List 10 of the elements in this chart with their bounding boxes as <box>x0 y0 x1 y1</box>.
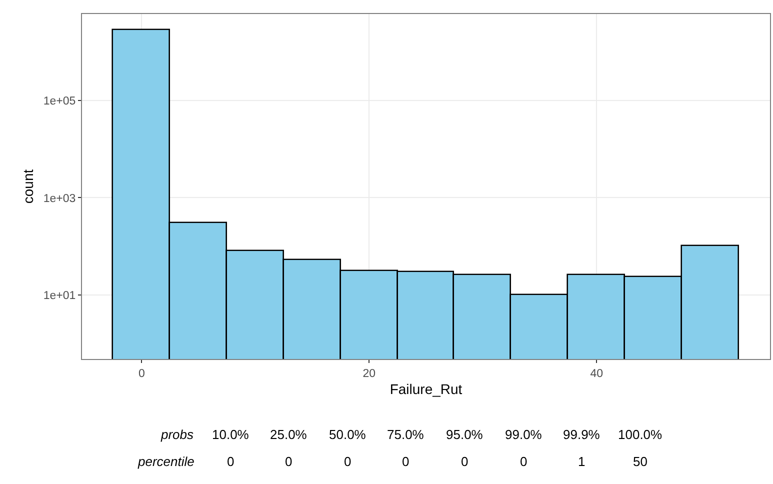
y-axis-title: count <box>20 169 36 204</box>
text: probs 10.0% 25.0% 50.0% 75.0% 95.0% 99.0% 99.9% 100.0% <box>161 427 662 442</box>
x-tick-label: 20 <box>362 368 376 380</box>
y-tick-label: 1e+03 <box>43 192 76 205</box>
text: percentile 0 0 0 0 0 0 1 50 <box>138 454 648 469</box>
x-tick-label: 0 <box>138 368 145 380</box>
x-tick-label: 40 <box>590 368 603 380</box>
y-tick-label: 1e+01 <box>43 290 76 302</box>
x-axis-title: Failure_Rut <box>390 381 462 398</box>
y-tick-label: 1e+05 <box>43 95 76 108</box>
